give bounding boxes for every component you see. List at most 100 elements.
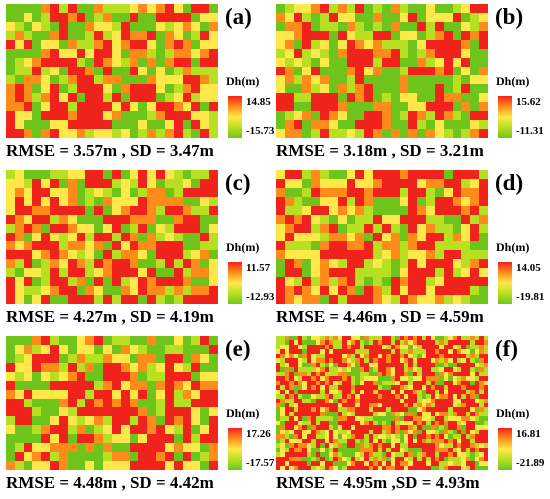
- map-cell: [50, 250, 59, 260]
- map-cell: [426, 196, 435, 206]
- map-cell: [320, 21, 329, 31]
- map-cell: [417, 232, 427, 242]
- map-cell: [474, 371, 480, 377]
- map-cell: [421, 344, 427, 350]
- map-cell: [289, 362, 294, 368]
- map-cell: [386, 452, 391, 457]
- map-cell: [337, 187, 347, 197]
- map-cell: [302, 232, 312, 242]
- map-cell: [32, 12, 42, 22]
- map-cell: [289, 447, 294, 453]
- map-cell: [351, 380, 356, 386]
- map-cell: [14, 178, 24, 188]
- map-cell: [129, 102, 139, 112]
- map-cell: [23, 336, 33, 345]
- map-cell: [390, 129, 400, 138]
- map-cell: [355, 241, 365, 251]
- map-cell: [426, 295, 435, 304]
- map-cell: [276, 12, 285, 22]
- map-cell: [328, 223, 338, 233]
- map-cell: [200, 93, 210, 103]
- map-cell: [120, 4, 130, 13]
- map-cell: [443, 30, 453, 40]
- map-cell: [289, 456, 294, 462]
- map-cell: [320, 376, 325, 381]
- map-cell: [470, 277, 480, 287]
- map-cell: [417, 39, 427, 49]
- map-cell: [58, 223, 68, 233]
- map-cell: [120, 48, 130, 58]
- map-cell: [364, 340, 369, 345]
- map-cell: [276, 286, 285, 296]
- map-cell: [41, 250, 51, 260]
- map-cell: [200, 461, 210, 470]
- map-cell: [147, 452, 157, 462]
- map-cell: [390, 407, 396, 412]
- map-cell: [129, 452, 139, 462]
- map-cell: [147, 30, 157, 40]
- map-cell: [461, 295, 471, 304]
- map-cell: [138, 39, 148, 49]
- map-cell: [408, 398, 413, 403]
- map-cell: [342, 349, 347, 354]
- map-cell: [14, 241, 24, 251]
- panel-c: (c) Dh(m) 11.57 -12.93 RMSE = 4.27m , SD…: [6, 170, 274, 330]
- map-cell: [421, 353, 427, 359]
- map-cell: [320, 420, 325, 426]
- map-cell: [328, 344, 334, 350]
- map-cell: [412, 407, 418, 412]
- map-cell: [14, 250, 24, 260]
- map-cell: [399, 380, 405, 386]
- map-cell: [457, 398, 462, 403]
- map-cell: [430, 452, 435, 457]
- map-cell: [85, 268, 95, 278]
- map-cell: [443, 39, 453, 49]
- map-cell: [470, 75, 480, 85]
- map-cell: [395, 371, 400, 377]
- map-cell: [470, 57, 480, 67]
- map-cell: [280, 429, 285, 435]
- map-cell: [302, 57, 312, 67]
- map-cell: [457, 465, 462, 470]
- map-cell: [452, 187, 462, 197]
- map-cell: [156, 223, 165, 233]
- map-cell: [320, 12, 329, 22]
- map-cell: [315, 403, 321, 408]
- map-cell: [434, 425, 440, 430]
- map-cell: [461, 57, 471, 67]
- map-cell: [311, 443, 316, 448]
- map-cell: [23, 371, 33, 381]
- map-cell: [276, 39, 285, 49]
- map-cell: [364, 129, 374, 138]
- map-cell: [337, 93, 347, 103]
- map-cell: [58, 196, 68, 206]
- map-cell: [306, 407, 312, 412]
- map-cell: [103, 66, 112, 76]
- map-cell: [465, 376, 471, 381]
- map-cell: [284, 367, 290, 372]
- map-cell: [421, 367, 427, 372]
- map-cell: [311, 452, 316, 457]
- map-cell: [173, 268, 183, 278]
- map-cell: [85, 12, 95, 22]
- map-cell: [111, 205, 121, 215]
- map-cell: [94, 21, 104, 31]
- map-cell: [346, 461, 352, 466]
- map-cell: [32, 232, 42, 242]
- map-cell: [280, 371, 285, 377]
- map-cell: [111, 443, 121, 453]
- map-cell: [129, 93, 139, 103]
- map-cell: [280, 344, 285, 350]
- map-cell: [276, 196, 285, 206]
- map-cell: [474, 344, 480, 350]
- map-cell: [364, 214, 374, 224]
- map-cell: [289, 438, 294, 444]
- map-cell: [430, 465, 435, 470]
- map-cell: [302, 214, 312, 224]
- map-cell: [302, 277, 312, 287]
- map-cell: [461, 367, 466, 372]
- map-cell: [129, 443, 139, 453]
- map-cell: [298, 434, 303, 439]
- map-cell: [284, 349, 290, 354]
- map-cell: [479, 196, 488, 206]
